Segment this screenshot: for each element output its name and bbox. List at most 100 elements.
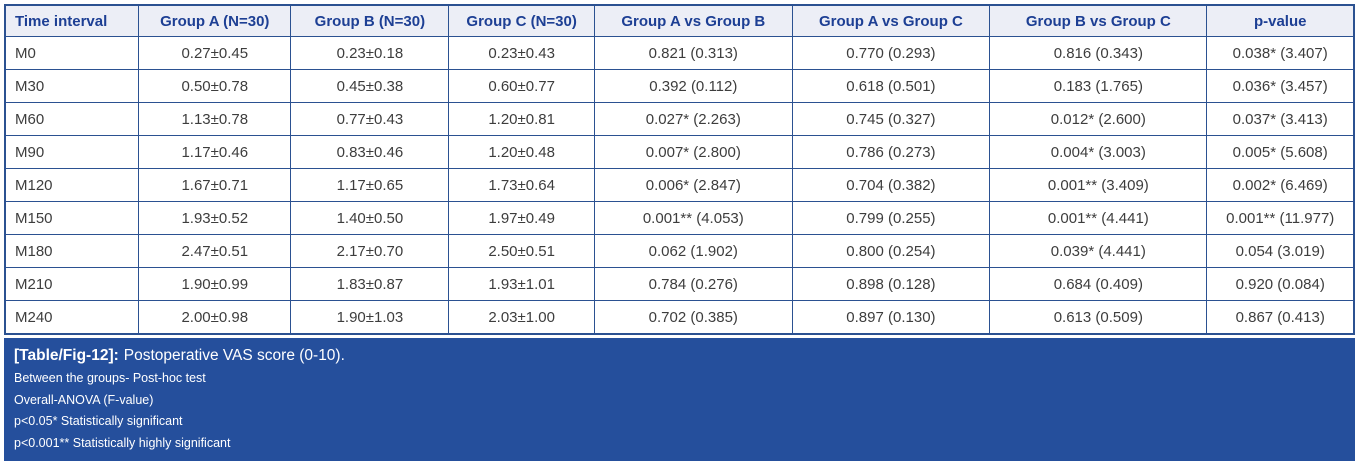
value-cell: 0.786 (0.273) — [791, 135, 991, 169]
value-cell: 0.037* (3.413) — [1206, 102, 1355, 136]
time-interval-cell: M60 — [4, 102, 140, 136]
value-cell: 2.17±0.70 — [290, 234, 450, 268]
value-cell: 0.007* (2.800) — [593, 135, 793, 169]
value-cell: 0.062 (1.902) — [593, 234, 793, 268]
time-interval-cell: M210 — [4, 267, 140, 301]
value-cell: 0.012* (2.600) — [989, 102, 1208, 136]
table-row: M120 1.67±0.71 1.17±0.65 1.73±0.64 0.006* (2… — [4, 168, 1355, 202]
value-cell: 0.821 (0.313) — [593, 36, 793, 70]
value-cell: 0.392 (0.112) — [593, 69, 793, 103]
figure-title: Postoperative VAS score (0-10). — [123, 347, 345, 364]
value-cell: 0.897 (0.130) — [791, 300, 991, 335]
table-row: M30 0.50±0.78 0.45±0.38 0.60±0.77 0.392 (0.1… — [4, 69, 1355, 103]
value-cell: 0.618 (0.501) — [791, 69, 991, 103]
caption-title-line: [Table/Fig-12]: Postoperative VAS score (… — [14, 344, 1345, 368]
value-cell: 1.67±0.71 — [138, 168, 292, 202]
figure-label: [Table/Fig-12]: — [14, 347, 119, 364]
value-cell: 1.73±0.64 — [448, 168, 595, 202]
caption-note: p<0.001** Statistically highly significa… — [14, 435, 231, 450]
value-cell: 1.90±1.03 — [290, 300, 450, 335]
value-cell: 0.920 (0.084) — [1206, 267, 1355, 301]
column-header: Group B (N=30) — [290, 4, 450, 37]
value-cell: 0.001** (3.409) — [989, 168, 1208, 202]
value-cell: 0.006* (2.847) — [593, 168, 793, 202]
value-cell: 2.47±0.51 — [138, 234, 292, 268]
caption-note: p<0.05* Statistically significant — [14, 414, 183, 428]
value-cell: 2.03±1.00 — [448, 300, 595, 335]
time-interval-cell: M150 — [4, 201, 140, 235]
caption-note: Overall-ANOVA (F-value) — [14, 392, 154, 407]
value-cell: 0.784 (0.276) — [593, 267, 793, 301]
value-cell: 0.27±0.45 — [138, 36, 292, 70]
value-cell: 0.50±0.78 — [138, 69, 292, 103]
value-cell: 0.799 (0.255) — [791, 201, 991, 235]
table-row: M150 1.93±0.52 1.40±0.50 1.97±0.49 0.001** (… — [4, 201, 1355, 235]
table-row: M90 1.17±0.46 0.83±0.46 1.20±0.48 0.007* (2.… — [4, 135, 1355, 169]
value-cell: 0.23±0.18 — [290, 36, 450, 70]
time-interval-cell: M240 — [4, 300, 140, 335]
value-cell: 0.004* (3.003) — [989, 135, 1208, 169]
table-row: M210 1.90±0.99 1.83±0.87 1.93±1.01 0.784 (0.… — [4, 267, 1355, 301]
value-cell: 0.005* (5.608) — [1206, 135, 1355, 169]
table-row: M240 2.00±0.98 1.90±1.03 2.03±1.00 0.702 (0.… — [4, 300, 1355, 335]
header-row: Time interval Group A (N=30) Group B (N=30… — [4, 4, 1355, 37]
value-cell: 0.684 (0.409) — [989, 267, 1208, 301]
value-cell: 0.898 (0.128) — [791, 267, 991, 301]
caption-notes: Between the groups- Post-hoc test Overall… — [14, 368, 1345, 454]
column-header: Group A vs Group B — [593, 4, 793, 37]
value-cell: 0.002* (6.469) — [1206, 168, 1355, 202]
value-cell: 0.770 (0.293) — [791, 36, 991, 70]
value-cell: 1.97±0.49 — [448, 201, 595, 235]
value-cell: 2.00±0.98 — [138, 300, 292, 335]
value-cell: 0.001** (4.441) — [989, 201, 1208, 235]
value-cell: 0.60±0.77 — [448, 69, 595, 103]
value-cell: 0.054 (3.019) — [1206, 234, 1355, 268]
value-cell: 1.90±0.99 — [138, 267, 292, 301]
value-cell: 1.13±0.78 — [138, 102, 292, 136]
caption-note: Between the groups- Post-hoc test — [14, 371, 206, 385]
value-cell: 1.17±0.65 — [290, 168, 450, 202]
value-cell: 0.816 (0.343) — [989, 36, 1208, 70]
value-cell: 0.001** (4.053) — [593, 201, 793, 235]
column-header: Group A (N=30) — [138, 4, 292, 37]
table-row: M0 0.27±0.45 0.23±0.18 0.23±0.43 0.821 (0.31… — [4, 36, 1355, 70]
time-interval-cell: M0 — [4, 36, 140, 70]
value-cell: 0.702 (0.385) — [593, 300, 793, 335]
value-cell: 0.45±0.38 — [290, 69, 450, 103]
table-row: M60 1.13±0.78 0.77±0.43 1.20±0.81 0.027* (2.… — [4, 102, 1355, 136]
value-cell: 0.23±0.43 — [448, 36, 595, 70]
value-cell: 0.001** (11.977) — [1206, 201, 1355, 235]
value-cell: 0.038* (3.407) — [1206, 36, 1355, 70]
column-header: Time interval — [4, 4, 140, 37]
value-cell: 0.77±0.43 — [290, 102, 450, 136]
time-interval-cell: M30 — [4, 69, 140, 103]
value-cell: 2.50±0.51 — [448, 234, 595, 268]
value-cell: 1.20±0.48 — [448, 135, 595, 169]
time-interval-cell: M180 — [4, 234, 140, 268]
value-cell: 1.40±0.50 — [290, 201, 450, 235]
value-cell: 1.20±0.81 — [448, 102, 595, 136]
value-cell: 1.83±0.87 — [290, 267, 450, 301]
column-header: Group C (N=30) — [448, 4, 595, 37]
value-cell: 0.867 (0.413) — [1206, 300, 1355, 335]
value-cell: 0.183 (1.765) — [989, 69, 1208, 103]
value-cell: 0.027* (2.263) — [593, 102, 793, 136]
value-cell: 0.036* (3.457) — [1206, 69, 1355, 103]
vas-score-table: Time interval Group A (N=30) Group B (N=30… — [4, 4, 1355, 335]
value-cell: 0.83±0.46 — [290, 135, 450, 169]
time-interval-cell: M120 — [4, 168, 140, 202]
value-cell: 1.93±1.01 — [448, 267, 595, 301]
value-cell: 0.613 (0.509) — [989, 300, 1208, 335]
column-header: Group A vs Group C — [791, 4, 991, 37]
time-interval-cell: M90 — [4, 135, 140, 169]
table-row: M180 2.47±0.51 2.17±0.70 2.50±0.51 0.062 (1.… — [4, 234, 1355, 268]
column-header: Group B vs Group C — [989, 4, 1208, 37]
value-cell: 0.039* (4.441) — [989, 234, 1208, 268]
value-cell: 1.93±0.52 — [138, 201, 292, 235]
value-cell: 0.704 (0.382) — [791, 168, 991, 202]
value-cell: 1.17±0.46 — [138, 135, 292, 169]
column-header: p-value — [1206, 4, 1355, 37]
value-cell: 0.800 (0.254) — [791, 234, 991, 268]
value-cell: 0.745 (0.327) — [791, 102, 991, 136]
